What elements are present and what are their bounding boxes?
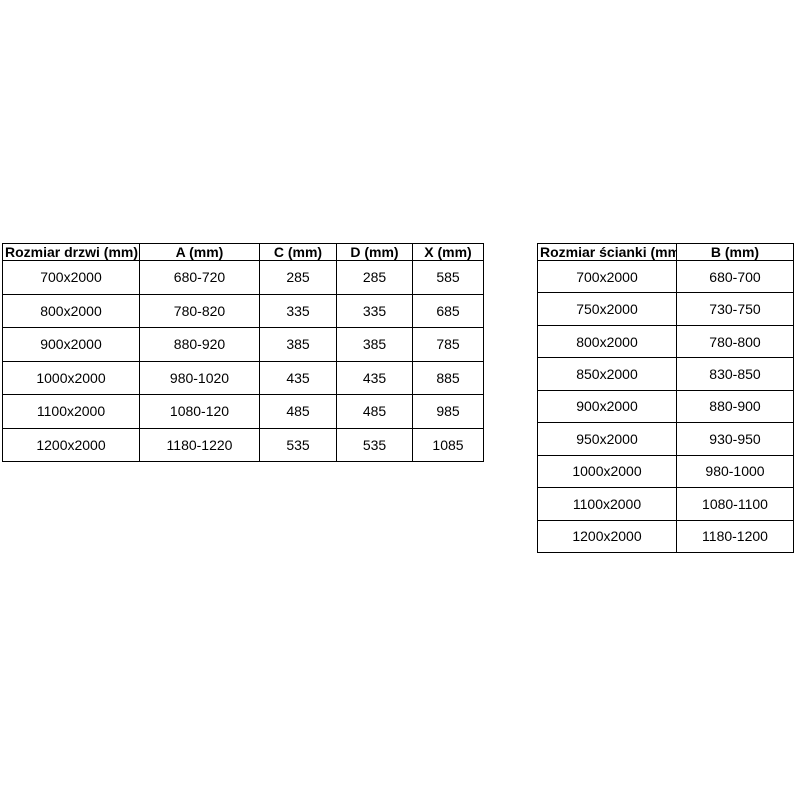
table-cell: 880-920 xyxy=(139,327,260,362)
table-cell: 800x2000 xyxy=(2,293,140,328)
table-cell: 535 xyxy=(336,427,413,462)
table-cell: 1080-120 xyxy=(139,394,260,429)
table-cell: 1080-1100 xyxy=(676,487,794,521)
header-cell: Rozmiar drzwi (mm) xyxy=(2,243,140,261)
table-cell: 1000x2000 xyxy=(2,360,140,395)
table-cell: 1085 xyxy=(412,427,484,462)
header-cell: A (mm) xyxy=(139,243,260,261)
table-cell: 950x2000 xyxy=(537,422,677,456)
door-size-table-body: 700x2000 680-720 285 285 585 800x2000 780-820 3… xyxy=(2,260,484,462)
door-size-table: Rozmiar drzwi (mm) A (mm) C (mm) D (mm) X (m… xyxy=(2,243,484,462)
header-cell: Rozmiar ścianki (mm) xyxy=(537,243,677,261)
table-cell: 685 xyxy=(412,293,484,328)
table-cell: 885 xyxy=(412,360,484,395)
table-cell: 1000x2000 xyxy=(537,454,677,489)
table-cell: 435 xyxy=(259,360,337,395)
header-row: Rozmiar drzwi (mm) A (mm) C (mm) D (mm) X (m… xyxy=(2,243,484,261)
table-row: 950x2000 930-950 xyxy=(537,422,794,456)
table-cell: 1100x2000 xyxy=(537,487,677,521)
table-cell: 535 xyxy=(259,427,337,462)
table-cell: 750x2000 xyxy=(537,292,677,326)
table-cell: 780-820 xyxy=(139,293,260,328)
table-cell: 485 xyxy=(259,394,337,429)
table-row: 900x2000 880-900 xyxy=(537,389,794,424)
table-cell: 730-750 xyxy=(676,292,794,326)
table-row: 750x2000 730-750 xyxy=(537,292,794,326)
table-row: 1200x2000 1180-1220 535 535 1085 xyxy=(2,427,484,462)
table-cell: 385 xyxy=(259,327,337,362)
table-cell: 800x2000 xyxy=(537,324,677,359)
table-row: 850x2000 830-850 xyxy=(537,357,794,391)
table-cell: 1200x2000 xyxy=(537,519,677,553)
table-row: 1200x2000 1180-1200 xyxy=(537,519,794,553)
table-cell: 850x2000 xyxy=(537,357,677,391)
table-cell: 830-850 xyxy=(676,357,794,391)
table-row: 800x2000 780-800 xyxy=(537,324,794,359)
table-row: 1000x2000 980-1020 435 435 885 xyxy=(2,360,484,395)
header-cell: D (mm) xyxy=(336,243,413,261)
table-cell: 980-1000 xyxy=(676,454,794,489)
header-row: Rozmiar ścianki (mm) B (mm) xyxy=(537,243,794,261)
door-size-table-header: Rozmiar drzwi (mm) A (mm) C (mm) D (mm) X (m… xyxy=(2,243,484,261)
table-cell: 1180-1200 xyxy=(676,519,794,553)
table-cell: 930-950 xyxy=(676,422,794,456)
table-cell: 435 xyxy=(336,360,413,395)
table-cell: 700x2000 xyxy=(2,260,140,295)
table-row: 700x2000 680-720 285 285 585 xyxy=(2,260,484,295)
table-row: 1000x2000 980-1000 xyxy=(537,454,794,489)
table-cell: 785 xyxy=(412,327,484,362)
table-row: 1100x2000 1080-1100 xyxy=(537,487,794,521)
wall-size-table: Rozmiar ścianki (mm) B (mm) 700x2000 680-7… xyxy=(537,243,794,553)
table-cell: 285 xyxy=(259,260,337,295)
table-cell: 985 xyxy=(412,394,484,429)
header-cell: C (mm) xyxy=(259,243,337,261)
table-cell: 880-900 xyxy=(676,389,794,424)
table-cell: 700x2000 xyxy=(537,259,677,294)
table-cell: 335 xyxy=(259,293,337,328)
header-cell: B (mm) xyxy=(676,243,794,261)
table-cell: 335 xyxy=(336,293,413,328)
table-cell: 900x2000 xyxy=(537,389,677,424)
table-cell: 1200x2000 xyxy=(2,427,140,462)
table-cell: 385 xyxy=(336,327,413,362)
table-cell: 680-720 xyxy=(139,260,260,295)
table-cell: 585 xyxy=(412,260,484,295)
table-row: 700x2000 680-700 xyxy=(537,259,794,294)
table-cell: 1180-1220 xyxy=(139,427,260,462)
table-row: 900x2000 880-920 385 385 785 xyxy=(2,327,484,362)
table-row: 800x2000 780-820 335 335 685 xyxy=(2,293,484,328)
table-cell: 285 xyxy=(336,260,413,295)
table-cell: 680-700 xyxy=(676,259,794,294)
table-cell: 780-800 xyxy=(676,324,794,359)
wall-size-table-body: 700x2000 680-700 750x2000 730-750 800x2000 78… xyxy=(537,259,794,553)
header-cell: X (mm) xyxy=(412,243,484,261)
table-row: 1100x2000 1080-120 485 485 985 xyxy=(2,394,484,429)
table-cell: 485 xyxy=(336,394,413,429)
table-cell: 980-1020 xyxy=(139,360,260,395)
table-cell: 1100x2000 xyxy=(2,394,140,429)
table-cell: 900x2000 xyxy=(2,327,140,362)
wall-size-table-header: Rozmiar ścianki (mm) B (mm) xyxy=(537,243,794,261)
